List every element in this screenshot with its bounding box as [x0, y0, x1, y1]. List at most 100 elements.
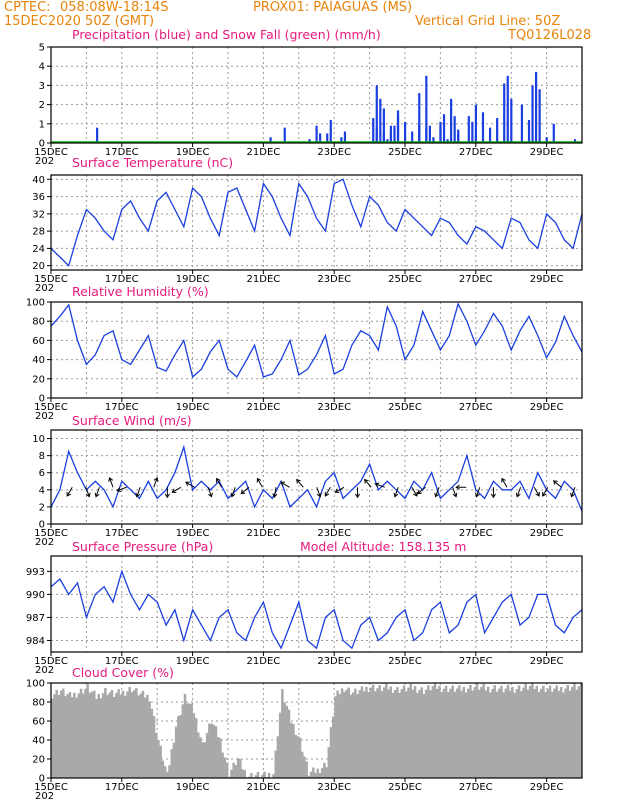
precip-bar — [534, 71, 538, 143]
precip-bar — [340, 137, 343, 143]
cloud-bar — [546, 688, 550, 778]
x-tick-label: 17DEC — [105, 528, 139, 539]
cloud-bar — [338, 694, 342, 778]
wind-arrow — [375, 483, 385, 488]
cloud-bar — [132, 690, 136, 778]
cloud-bar — [141, 690, 145, 778]
wind-arrow-head — [393, 492, 399, 498]
panel-3: 0 2 4 6 8 10 15DEC 17DEC 19DEC 21DEC 23DEC 25DEC 27D… — [32, 429, 583, 548]
x-tick-label: 27DEC — [459, 782, 493, 793]
cloud-bar — [367, 692, 370, 778]
precip-bar — [573, 139, 577, 143]
precip-bar — [428, 125, 431, 143]
cloud-bar — [478, 689, 481, 778]
cloud-bar — [163, 766, 167, 778]
cloud-bar — [73, 692, 76, 778]
cloud-bar — [537, 692, 541, 778]
x-tick-label: 27DEC — [459, 147, 493, 158]
cloud-bar — [168, 765, 171, 778]
cloud-bar — [221, 752, 224, 778]
cloud-bar — [298, 737, 302, 778]
cloud-bar — [533, 688, 536, 778]
y-tick-label: 2 — [39, 100, 45, 111]
wind-arrow-head — [490, 493, 496, 499]
cloud-bar — [190, 703, 193, 778]
cloud-bar — [292, 724, 295, 778]
x-tick-label: 17DEC — [105, 147, 139, 158]
cloud-bar — [276, 736, 280, 778]
cloud-bar — [51, 698, 54, 778]
y-tick-label: 984 — [26, 636, 45, 647]
year-label: 202 — [35, 411, 54, 422]
cloud-bar — [112, 696, 116, 778]
wind-arrow-head — [334, 488, 340, 493]
panel-frame — [50, 46, 583, 144]
x-tick-label: 23DEC — [317, 147, 351, 158]
x-tick-label: 17DEC — [105, 274, 139, 285]
cloud-bar — [382, 687, 386, 778]
cloud-bar — [197, 732, 200, 778]
cloud-bar — [239, 759, 242, 778]
cloud-bar — [416, 692, 419, 778]
x-tick-label: 29DEC — [530, 782, 564, 793]
wind-arrow — [240, 486, 250, 495]
cloud-bar — [486, 686, 490, 778]
cloud-bar — [97, 693, 100, 778]
cloud-bar — [413, 686, 417, 778]
x-tick-label: 29DEC — [530, 656, 564, 667]
x-tick-label: 21DEC — [247, 147, 281, 158]
wind-arrow — [95, 487, 100, 497]
wind-arrow-head — [94, 492, 100, 498]
x-tick-label: 19DEC — [176, 402, 210, 413]
cloud-bar — [225, 762, 229, 778]
precip-bar — [531, 85, 534, 143]
cloud-bar — [396, 687, 399, 778]
cloud-bar — [205, 732, 209, 778]
cloud-bar — [506, 684, 510, 778]
wind-arrow-head — [364, 478, 369, 484]
cloud-bar — [70, 697, 74, 778]
wind-arrow — [435, 487, 440, 497]
cloud-bar — [104, 688, 107, 778]
wind-arrow — [316, 487, 321, 497]
x-tick-label: 25DEC — [388, 782, 422, 793]
panel-5: 0 20 40 60 80 100 15DEC 17DEC 19DEC 21DEC 23DEC 25D… — [26, 679, 583, 800]
cloud-bar — [513, 692, 516, 778]
wind-arrow-head — [230, 492, 236, 498]
cloud-bar — [296, 736, 300, 778]
cloud-bar — [64, 696, 67, 778]
y-tick-label: 28 — [32, 227, 45, 238]
cloud-bar — [393, 690, 397, 778]
cloud-bar — [553, 688, 556, 778]
cloud-bar — [199, 737, 202, 778]
year-label: 202 — [35, 665, 54, 676]
y-tick-label: 0 — [39, 774, 45, 785]
cloud-bar — [177, 716, 180, 778]
x-tick-label: 15DEC — [34, 147, 68, 158]
x-tick-label: 19DEC — [176, 656, 210, 667]
temperature-title: Surface Temperature (nC) — [72, 155, 233, 170]
cloud-bar — [110, 690, 114, 778]
x-tick-label: 29DEC — [530, 274, 564, 285]
cloud-bar — [575, 689, 578, 778]
wind-arrow-head — [374, 482, 380, 488]
y-tick-label: 4 — [39, 485, 45, 496]
wind-arrow-head — [417, 489, 422, 495]
wind-arrow — [542, 487, 549, 497]
cloud-bar — [329, 727, 333, 778]
cloud-bar — [371, 684, 375, 778]
y-tick-label: 100 — [26, 679, 45, 690]
header-source: CPTEC: — [4, 0, 51, 15]
y-tick-label: 20 — [32, 261, 45, 272]
cloud-bar — [469, 684, 472, 778]
precip-bar — [488, 127, 492, 143]
cloud-bar — [148, 701, 151, 778]
cloud-bar — [389, 686, 393, 778]
y-tick-label: 32 — [32, 209, 45, 220]
cloud-bar — [544, 691, 547, 778]
cloud-bar — [343, 692, 346, 778]
cloud-bar — [405, 691, 408, 778]
cloud-bar — [491, 688, 494, 778]
precip-bar — [471, 121, 474, 143]
cloud-bar — [289, 722, 293, 778]
